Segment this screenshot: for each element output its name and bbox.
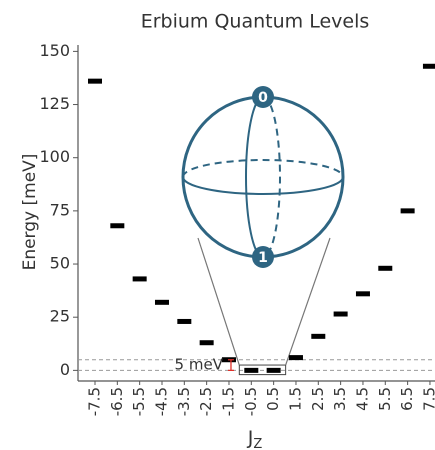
y-tick-label: 0 — [60, 360, 70, 379]
x-tick-label: 2.5 — [309, 387, 327, 411]
sphere-outline — [181, 95, 345, 259]
y-tick-label: 125 — [39, 94, 70, 113]
y-tick-label: 50 — [50, 254, 70, 273]
x-tick-label: -4.5 — [152, 387, 170, 416]
energy-level — [177, 318, 192, 324]
x-tick-label: 3.5 — [331, 387, 349, 411]
energy-level — [199, 340, 214, 346]
energy-level — [355, 291, 370, 297]
state-label: 1 — [258, 250, 268, 266]
meridian-back — [262, 96, 281, 258]
state-label: 0 — [258, 90, 268, 106]
energy-level — [288, 355, 303, 361]
state-dot — [252, 246, 274, 268]
x-tick-label: -1.5 — [219, 387, 237, 416]
energy-level — [422, 63, 435, 69]
x-tick-label: 1.5 — [286, 387, 304, 411]
bloch-sphere: 01 — [181, 86, 345, 268]
energy-level — [244, 367, 259, 373]
x-tick-label: -6.5 — [108, 387, 126, 416]
energy-level — [333, 311, 348, 317]
y-axis-label: Energy [meV] — [20, 154, 40, 271]
meridian-front — [245, 96, 264, 258]
x-tick-label: -3.5 — [175, 387, 193, 416]
y-tick-label: 150 — [39, 41, 70, 60]
zoom-box — [238, 364, 287, 376]
y-tick-label: 100 — [39, 147, 70, 166]
x-tick-label: -5.5 — [130, 387, 148, 416]
energy-level — [110, 223, 125, 229]
y-tick-label: 25 — [50, 307, 70, 326]
energy-level — [400, 208, 415, 214]
x-tick-label: -2.5 — [197, 387, 215, 416]
x-tick-label: 5.5 — [376, 387, 394, 411]
energy-level — [378, 265, 393, 271]
energy-level — [311, 333, 326, 339]
x-axis-label-sub: Z — [253, 437, 262, 450]
equator-front — [182, 176, 344, 195]
x-tick-label: 6.5 — [398, 387, 416, 411]
x-tick-label: 4.5 — [353, 387, 371, 411]
state-dot — [252, 86, 274, 108]
energy-level — [266, 367, 281, 373]
x-tick-label: 0.5 — [264, 387, 282, 411]
x-axis-label-main: J — [247, 427, 254, 449]
x-tick-label: 7.5 — [420, 387, 435, 411]
energy-level — [88, 78, 102, 84]
x-axis-label: JZ — [247, 427, 263, 450]
x-tick-label: -0.5 — [242, 387, 260, 416]
chart-title: Erbium Quantum Levels — [141, 11, 370, 33]
x-tick-label: -7.5 — [86, 387, 104, 416]
energy-level — [132, 276, 147, 282]
y-tick-label: 75 — [50, 200, 70, 219]
annotation: 5 meV — [175, 356, 224, 374]
equator-back — [182, 159, 344, 178]
energy-level — [154, 299, 169, 305]
bracket — [227, 359, 234, 372]
zoom-line — [197, 237, 240, 366]
zoom-line — [285, 237, 331, 366]
